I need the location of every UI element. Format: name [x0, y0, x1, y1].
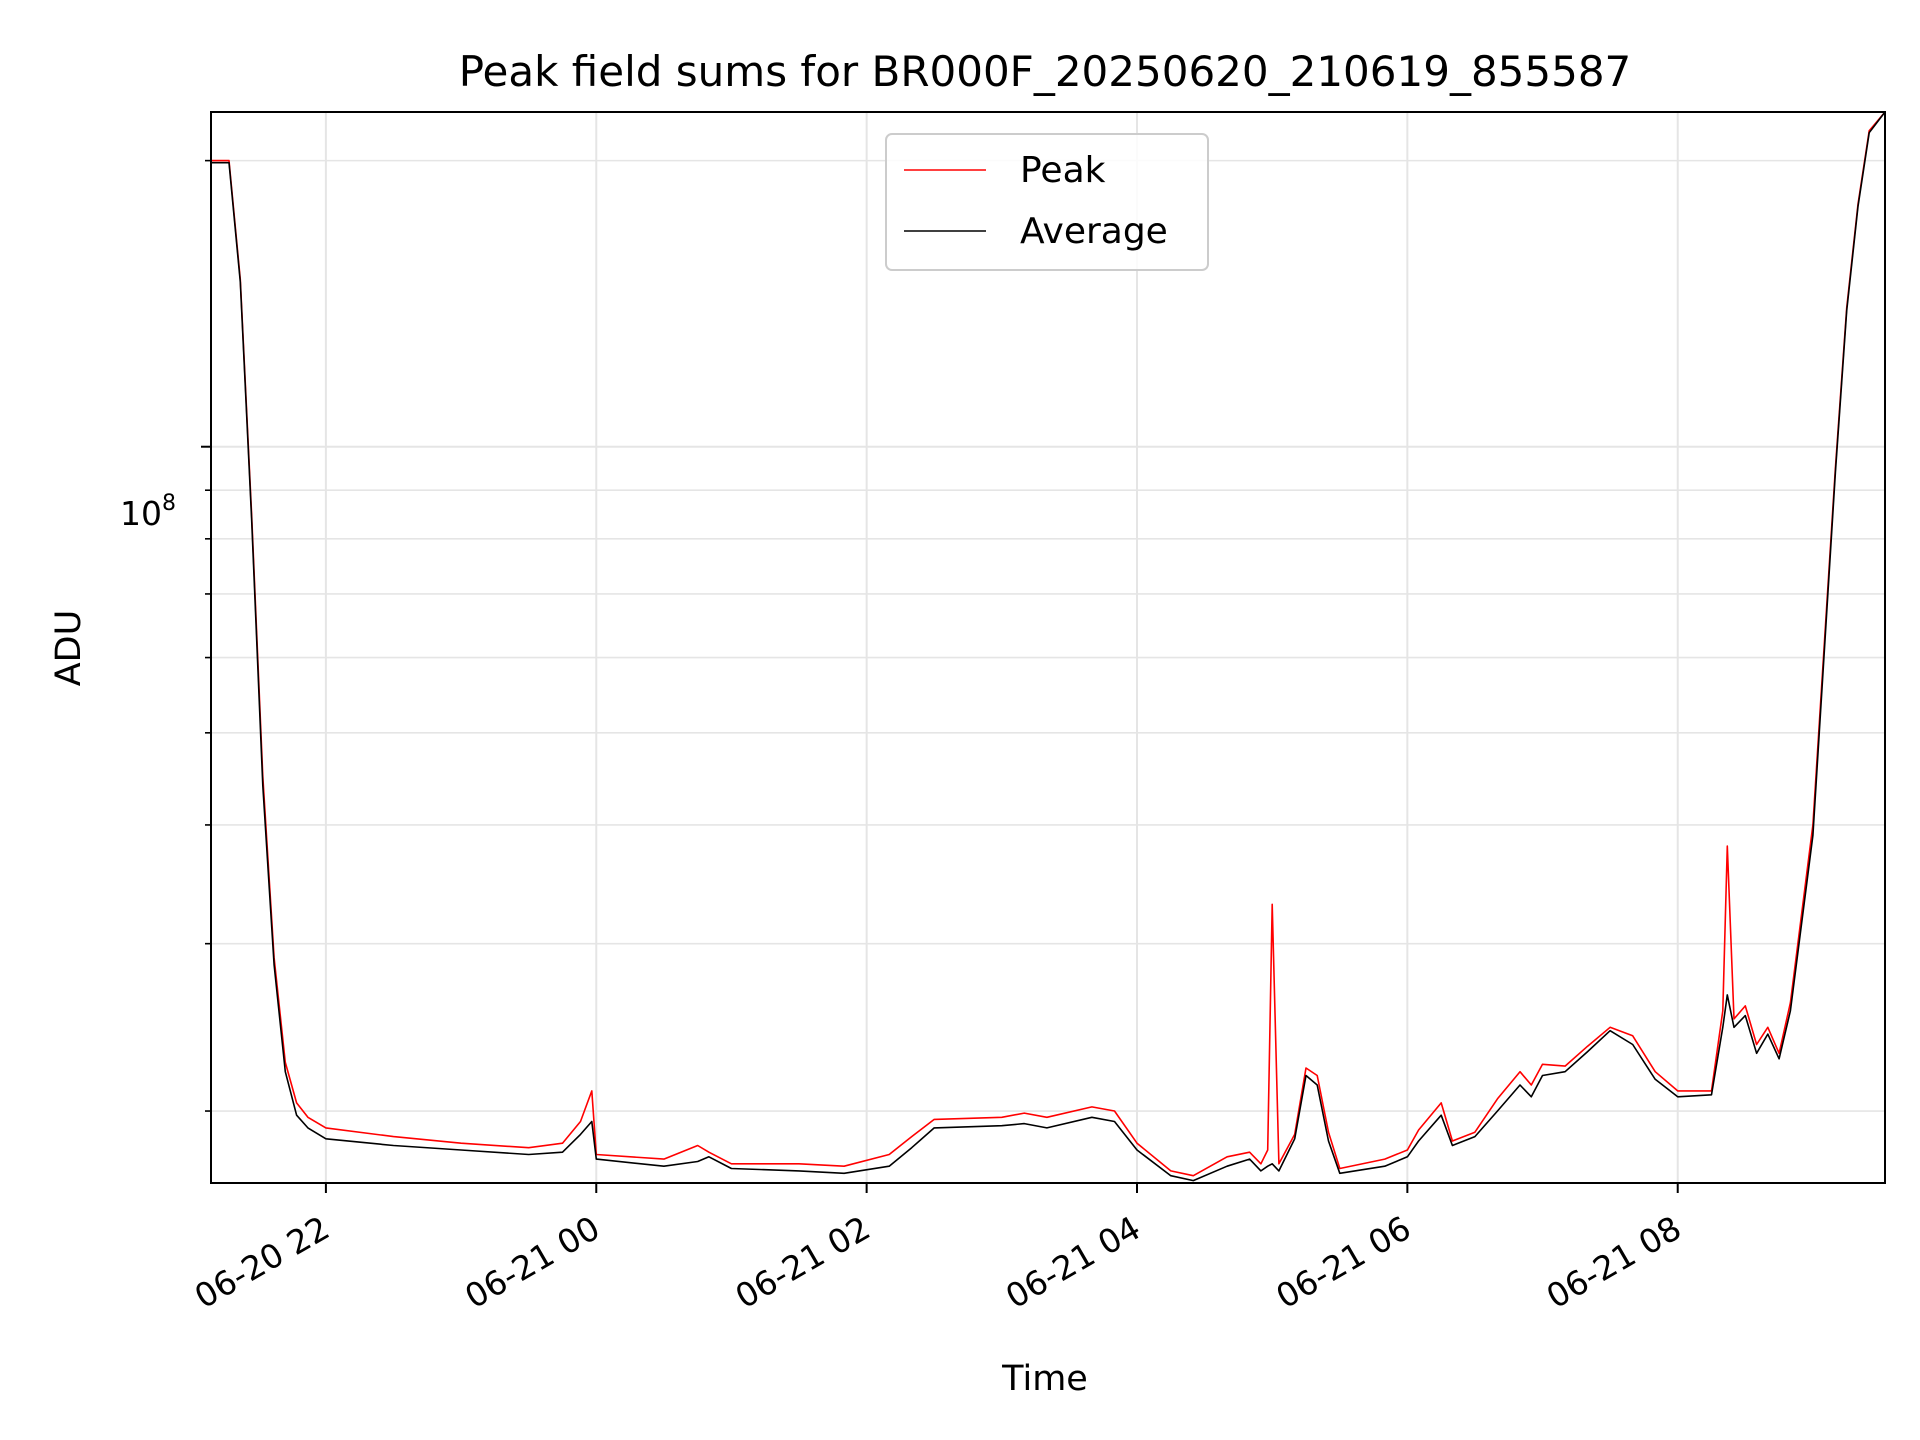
legend-box — [885, 133, 1209, 271]
series-line-peak — [211, 111, 1886, 1177]
y-tick-label-major: 108 — [120, 491, 176, 533]
legend: Peak Average — [885, 133, 1209, 271]
plot-area — [210, 111, 1886, 1184]
plot-lines — [211, 111, 1886, 1182]
y-axis-label: ADU — [49, 610, 89, 687]
chart-title: Peak field sums for BR000F_20250620_2106… — [459, 47, 1632, 96]
legend-label-average: Average — [1020, 211, 1168, 252]
x-axis-label: Time — [1001, 1359, 1088, 1399]
series-line-average — [211, 111, 1886, 1182]
grid — [211, 112, 1885, 1183]
legend-label-peak: Peak — [1020, 150, 1106, 191]
y-axis: 108 — [120, 159, 211, 1112]
